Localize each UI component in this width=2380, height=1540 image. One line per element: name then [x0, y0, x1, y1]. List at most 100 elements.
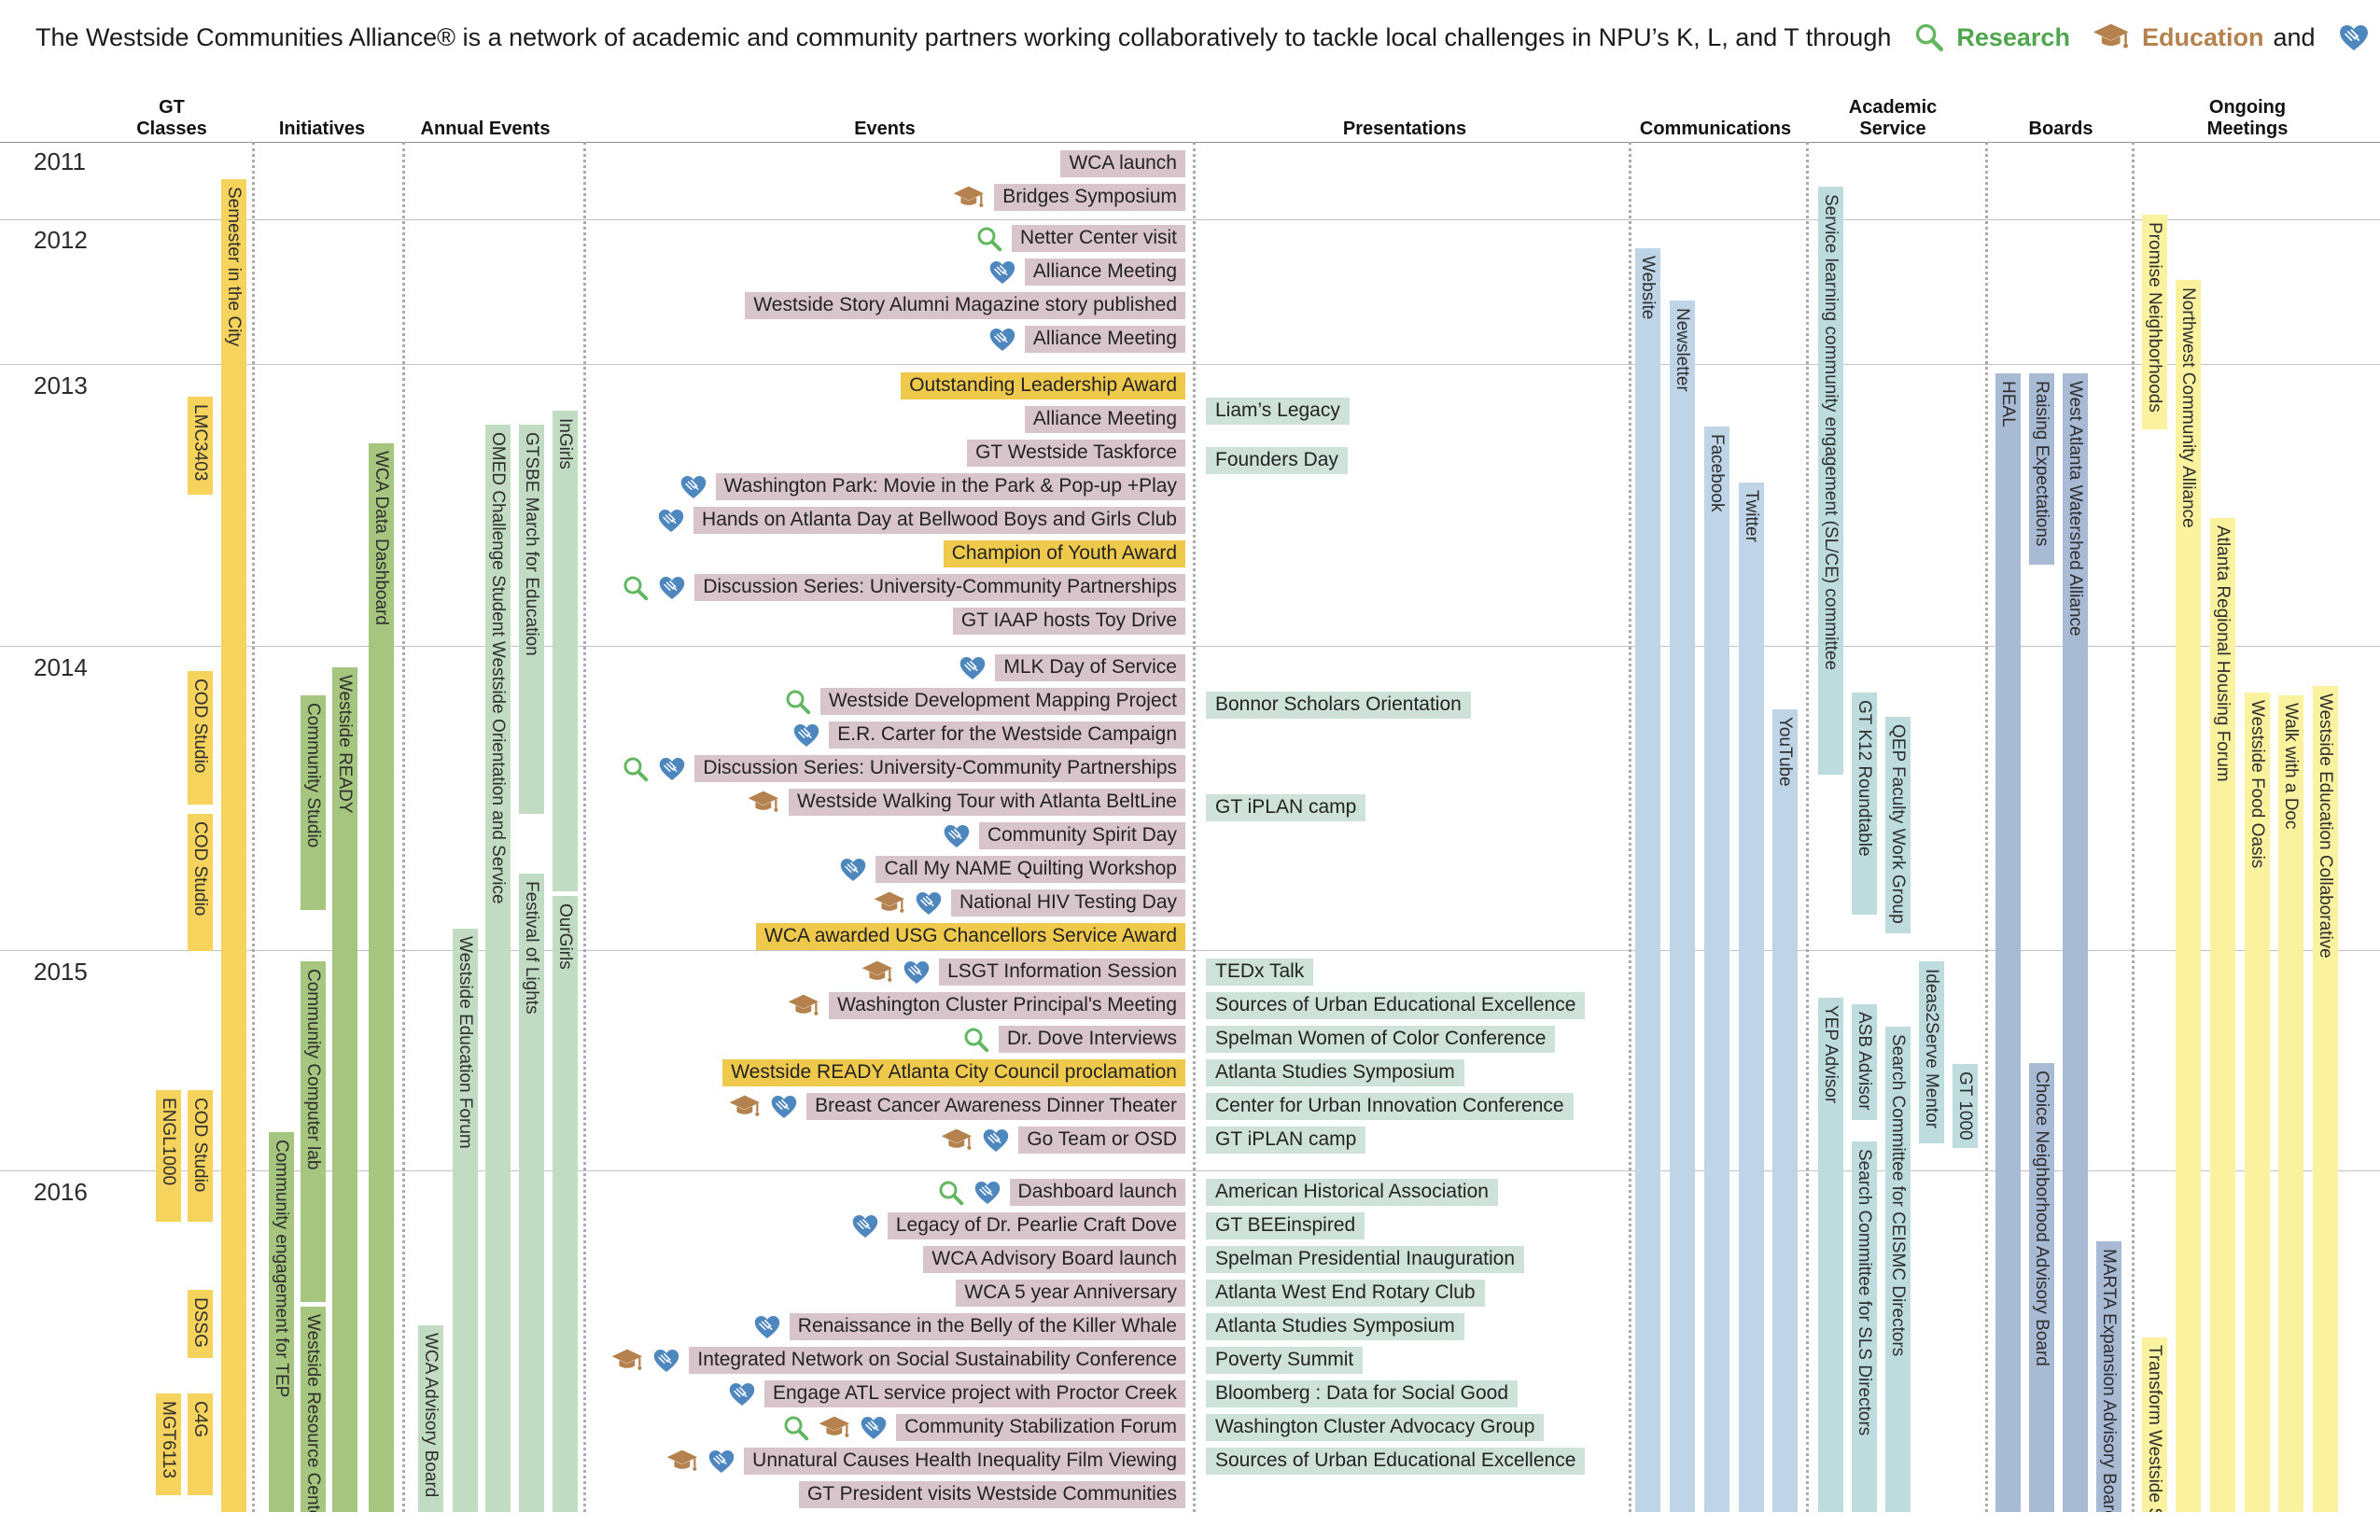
event-row: Integrated Network on Social Sustainabil…	[611, 1346, 1185, 1375]
event-row: Westside READY Atlanta City Council proc…	[722, 1058, 1185, 1087]
presentation-row: American Historical Association	[1206, 1178, 1498, 1207]
column-header-events: Events	[854, 119, 916, 139]
academic-service-bar: YEP Advisor	[1818, 998, 1843, 1512]
community-icon	[959, 655, 987, 681]
column-separator	[1806, 142, 1809, 1512]
column-header-annual-events: Annual Events	[420, 119, 551, 139]
community-icon	[903, 959, 931, 986]
event-label: Alliance Meeting	[1024, 259, 1185, 286]
column-separator	[1985, 142, 1988, 1512]
research-icon	[937, 1179, 965, 1207]
year-label: 2015	[34, 958, 88, 986]
academic-service-bar: Search Committee for SLS Directors	[1852, 1141, 1877, 1512]
event-label: WCA Advisory Board launch	[923, 1246, 1185, 1273]
event-award-label: Champion of Youth Award	[943, 540, 1185, 567]
event-row: Dashboard launch	[937, 1178, 1185, 1207]
event-row: Engage ATL service project with Proctor …	[728, 1379, 1185, 1408]
event-label: Integrated Network on Social Sustainabil…	[689, 1347, 1185, 1374]
event-row: GT Westside Taskforce	[967, 439, 1185, 468]
event-row: GT IAAP hosts Toy Drive	[952, 607, 1185, 636]
event-label: Community Spirit Day	[978, 822, 1185, 849]
community-icon	[973, 1180, 1001, 1206]
title-keyword-education: Education	[2141, 22, 2264, 51]
event-label: Westside Development Mapping Project	[819, 688, 1185, 715]
presentation-row: GT iPLAN camp	[1206, 1126, 1366, 1155]
gt-classes-bar: COD Studio	[188, 814, 213, 951]
presentation-label: Bloomberg : Data for Social Good	[1206, 1380, 1518, 1407]
presentation-row: Bloomberg : Data for Social Good	[1206, 1379, 1518, 1408]
event-label: Call My NAME Quilting Workshop	[875, 856, 1185, 883]
annual-events-bar: InGirls	[553, 411, 578, 891]
event-label: Community Stabilization Forum	[896, 1414, 1185, 1441]
communications-bar: Website	[1635, 248, 1660, 1512]
event-label: Washington Cluster Principal's Meeting	[829, 992, 1185, 1019]
academic-service-bar: ASB Advisor	[1852, 1004, 1877, 1120]
presentation-row: Spelman Presidential Inauguration	[1206, 1245, 1525, 1274]
presentation-label: GT iPLAN camp	[1206, 794, 1366, 821]
column-header-initiatives: Initiatives	[278, 119, 366, 139]
gt-classes-bar: ENGL1000	[156, 1090, 181, 1222]
community-icon	[851, 1213, 879, 1239]
column-separator	[252, 142, 255, 1512]
event-label: Dashboard launch	[1009, 1179, 1185, 1206]
academic-service-bar: GT K12 Roundtable	[1852, 693, 1877, 915]
community-icon	[915, 890, 943, 917]
initiatives-bar: Community engagement for TEP	[269, 1132, 294, 1512]
event-row: E.R. Carter for the Westside Campaign	[792, 721, 1185, 749]
community-icon	[679, 474, 707, 500]
column-header-boards: Boards	[2028, 119, 2093, 139]
event-label: E.R. Carter for the Westside Campaign	[829, 721, 1185, 749]
community-icon	[2338, 23, 2370, 52]
annual-events-bar: OurGirls	[553, 896, 578, 1512]
academic-service-bar: Ideas2Serve Mentor	[1919, 961, 1944, 1143]
year-label: 2012	[34, 226, 88, 254]
ongoing-meetings-bar: Westside Education Collaborative	[2313, 686, 2338, 1512]
event-row: Westside Development Mapping Project	[784, 687, 1185, 716]
presentation-label: Spelman Presidential Inauguration	[1206, 1246, 1525, 1273]
year-gridline	[0, 646, 2380, 647]
education-icon	[819, 1414, 851, 1442]
community-icon	[657, 508, 685, 534]
column-header-presentations: Presentations	[1342, 119, 1467, 139]
academic-service-bar: Search Committee for CEISMC Directors	[1885, 1027, 1911, 1512]
boards-bar: Raising Expectations	[2029, 373, 2054, 565]
presentation-row: Liam’s Legacy	[1206, 397, 1350, 426]
event-row: Discussion Series: University-Community …	[622, 754, 1185, 783]
presentation-row: GT iPLAN camp	[1206, 793, 1366, 822]
event-row: Breast Cancer Awareness Dinner Theater	[729, 1092, 1185, 1121]
boards-bar: West Atlanta Watershed Alliance	[2063, 373, 2088, 1512]
community-icon	[839, 857, 867, 883]
community-icon	[982, 1127, 1010, 1154]
event-row: Call My NAME Quilting Workshop	[839, 855, 1185, 884]
event-row: MLK Day of Service	[959, 653, 1185, 682]
event-label: Bridges Symposium	[994, 184, 1185, 211]
presentation-label: Atlanta Studies Symposium	[1206, 1313, 1464, 1340]
column-separator	[1629, 142, 1631, 1512]
education-icon	[874, 889, 906, 917]
event-label: Legacy of Dr. Pearlie Craft Dove	[887, 1212, 1185, 1239]
gt-classes-bar: LMC3403	[188, 397, 213, 495]
event-label: Hands on Atlanta Day at Bellwood Boys an…	[693, 507, 1185, 534]
event-label: Westside Walking Tour with Atlanta BeltL…	[789, 789, 1185, 816]
presentation-label: Sources of Urban Educational Excellence	[1206, 1448, 1586, 1475]
column-separator	[402, 142, 405, 1512]
event-label: Unnatural Causes Health Inequality Film …	[744, 1448, 1185, 1475]
year-label: 2013	[34, 371, 88, 399]
presentation-row: TEDx Talk	[1206, 958, 1314, 987]
event-row: Outstanding Leadership Award	[901, 371, 1185, 400]
event-row: Dr. Dove Interviews	[962, 1025, 1185, 1054]
event-row: WCA 5 year Anniversary	[956, 1279, 1185, 1308]
event-row: Go Team or OSD	[941, 1126, 1185, 1155]
event-label: National HIV Testing Day	[950, 889, 1185, 917]
event-row: Legacy of Dr. Pearlie Craft Dove	[851, 1211, 1185, 1240]
ongoing-meetings-bar: Transform Westside Summit	[2142, 1337, 2167, 1512]
annual-events-bar: OMED Challenge Student Westside Orientat…	[485, 425, 511, 1512]
research-icon	[975, 225, 1003, 253]
title-keyword-research: Research	[1956, 22, 2070, 51]
presentation-label: TEDx Talk	[1206, 959, 1314, 986]
event-label: Alliance Meeting	[1024, 326, 1185, 353]
research-icon	[1913, 21, 1945, 53]
event-row: Renaissance in the Belly of the Killer W…	[753, 1312, 1185, 1341]
presentation-label: Spelman Women of Color Conference	[1206, 1026, 1556, 1053]
